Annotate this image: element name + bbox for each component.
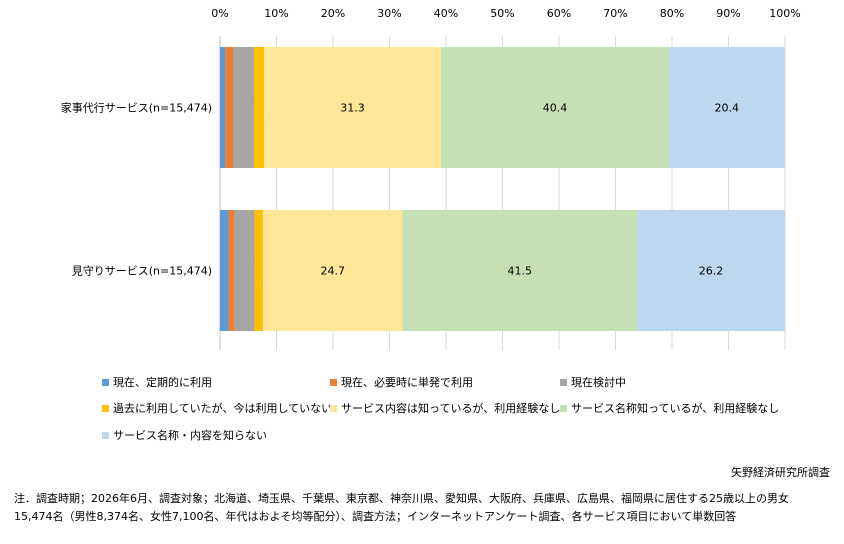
- legend-label: サービス名称知っているが、利用経験なし: [571, 402, 780, 415]
- data-label: 41.5: [507, 265, 532, 278]
- x-tick-label: 40%: [434, 7, 458, 20]
- legend-label: サービス内容は知っているが、利用経験なし: [341, 402, 561, 415]
- x-tick-label: 90%: [716, 7, 740, 20]
- data-label: 26.2: [699, 265, 724, 278]
- legend-swatch: [560, 404, 567, 412]
- data-label: 24.7: [320, 265, 345, 278]
- legend-item-2: 現在、必要時に単発で利用: [330, 374, 473, 390]
- bar-segment: [228, 210, 235, 331]
- x-tick-label: 20%: [321, 7, 345, 20]
- legend-swatch: [102, 431, 109, 439]
- legend-label: 過去に利用していたが、今は利用していない: [113, 402, 333, 415]
- data-label: 20.4: [715, 102, 740, 115]
- bar-segment: [636, 210, 785, 331]
- legend-swatch: [330, 404, 337, 412]
- data-label: 31.3: [340, 102, 365, 115]
- legend-item-5: サービス内容は知っているが、利用経験なし: [330, 400, 560, 416]
- category-label: 家事代行サービス(n=15,474): [61, 101, 212, 115]
- bar-segment: [220, 210, 229, 331]
- footnote: 注．調査時期；2026年6月、調査対象；北海道、埼玉県、千葉県、東京都、神奈川県…: [14, 490, 789, 526]
- bar-segment: [234, 210, 255, 331]
- source-credit: 矢野経済研究所調査: [731, 466, 830, 479]
- category-label: 見守りサービス(n=15,474): [72, 264, 212, 278]
- bar-segment: [253, 47, 265, 168]
- legend-swatch: [560, 378, 567, 386]
- x-tick-label: 30%: [377, 7, 401, 20]
- legend-label: 現在、必要時に単発で利用: [341, 376, 473, 389]
- bar-segment: [440, 47, 670, 168]
- x-tick-label: 80%: [660, 7, 684, 20]
- bar-segment: [264, 47, 441, 168]
- bar-segment: [262, 210, 403, 331]
- x-tick-label: 100%: [769, 7, 800, 20]
- stacked-bar-chart: 0% 10% 20% 30% 40% 50% 60% 70% 80% 90% 100% 家事代行サービ…: [61, 7, 801, 350]
- bar-segment: [402, 210, 637, 331]
- data-label: 40.4: [543, 102, 568, 115]
- bar-segment: [669, 47, 785, 168]
- footnote-line-1: 注．調査時期；2026年6月、調査対象；北海道、埼玉県、千葉県、東京都、神奈川県…: [14, 492, 789, 505]
- footnote-line-2: 15,474名（男性8,374名、女性7,100名、年代はおよそ均等配分）、調査…: [14, 510, 737, 523]
- bar-segment: [254, 210, 263, 331]
- legend-label: 現在、定期的に利用: [113, 376, 212, 389]
- bar-segment: [232, 47, 254, 168]
- x-tick-label: 10%: [264, 7, 288, 20]
- legend-swatch: [102, 404, 109, 412]
- legend-item-7: サービス名称・内容を知らない: [102, 427, 267, 443]
- legend-label: サービス名称・内容を知らない: [113, 429, 267, 442]
- x-tick-label: 50%: [490, 7, 514, 20]
- legend-item-3: 現在検討中: [560, 374, 626, 390]
- legend-item-6: サービス名称知っているが、利用経験なし: [560, 400, 779, 416]
- legend-label: 現在検討中: [571, 376, 626, 389]
- x-tick-label: 60%: [547, 7, 571, 20]
- bar-segment: [225, 47, 233, 168]
- legend-item-4: 過去に利用していたが、今は利用していない: [102, 400, 332, 416]
- bar-segment: [220, 47, 226, 168]
- legend-swatch: [102, 378, 109, 386]
- x-tick-label: 70%: [603, 7, 627, 20]
- legend-item-1: 現在、定期的に利用: [102, 374, 212, 390]
- legend-swatch: [330, 378, 337, 386]
- x-tick-label: 0%: [211, 7, 228, 20]
